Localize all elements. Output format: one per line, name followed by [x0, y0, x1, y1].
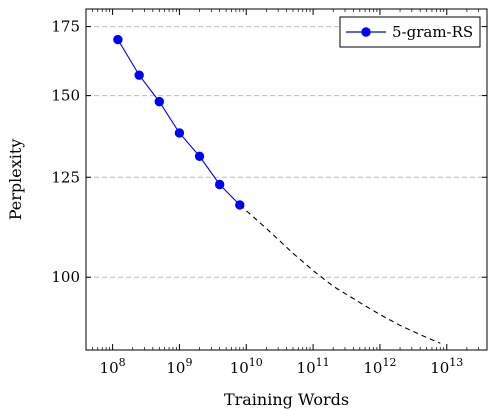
- x-tick-label-base: 10: [100, 359, 119, 377]
- data-point: [174, 128, 185, 138]
- x-tick-label: 1011: [297, 356, 330, 377]
- data-point: [214, 179, 225, 190]
- x-tick-label: 108: [100, 356, 126, 377]
- y-tick-label: 150: [51, 87, 80, 105]
- y-axis-title: Perplexity: [6, 139, 25, 221]
- x-tick-label-exponent: 12: [382, 356, 396, 369]
- x-tick-label-exponent: 9: [185, 356, 192, 369]
- data-point: [154, 96, 165, 107]
- grid-lines: [86, 26, 487, 278]
- x-tick-label-base: 10: [166, 359, 185, 377]
- data-point: [134, 70, 144, 80]
- legend: 5-gram-RS: [339, 16, 481, 48]
- x-tick-label-base: 10: [363, 359, 382, 377]
- y-tick-label: 100: [51, 268, 80, 286]
- series-layer: [113, 34, 441, 344]
- series-line-extrapolation: [239, 204, 441, 344]
- y-tick-label: 175: [51, 18, 80, 36]
- x-tick-label-exponent: 10: [249, 356, 263, 369]
- x-tick-label: 109: [166, 356, 192, 377]
- y-tick-label: 125: [51, 168, 80, 186]
- x-tick-label: 1010: [230, 356, 263, 377]
- axis-ticks: [85, 9, 488, 350]
- series-line-5-gram-RS: [117, 39, 241, 206]
- x-tick-label: 1013: [430, 356, 463, 377]
- x-axis-title: Training Words: [224, 390, 349, 409]
- x-tick-label-exponent: 13: [449, 356, 463, 369]
- plot-frame: [85, 8, 488, 351]
- legend-marker: [361, 27, 371, 37]
- x-tick-label-exponent: 11: [316, 356, 330, 369]
- data-point: [113, 34, 123, 45]
- x-tick-label-base: 10: [430, 359, 449, 377]
- legend-label: 5-gram-RS: [392, 23, 473, 41]
- x-tick-label-base: 10: [230, 359, 249, 377]
- x-tick-label: 1012: [363, 356, 396, 377]
- x-tick-label-exponent: 8: [119, 356, 126, 369]
- x-tick-label-base: 10: [297, 359, 316, 377]
- data-point: [194, 151, 205, 161]
